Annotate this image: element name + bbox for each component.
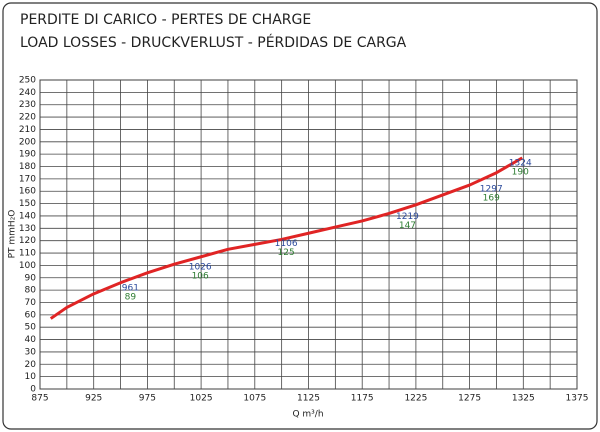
point-x-label: 1297 [480,185,503,195]
point-x-label: 961 [122,283,139,293]
x-tick-label: 1075 [243,394,266,404]
y-tick-label: 80 [25,286,37,296]
point-x-label: 1026 [189,262,212,272]
point-y-label: 169 [483,194,500,204]
point-x-label: 1106 [275,239,298,249]
x-tick-label: 1125 [297,394,320,404]
y-tick-label: 40 [25,335,37,345]
x-axis-label: Q m³/h [292,410,323,420]
y-tick-label: 150 [19,199,36,209]
y-tick-label: 170 [19,174,36,184]
point-y-label: 147 [399,221,416,231]
chart-title: PERDITE DI CARICO - PERTES DE CHARGE [20,12,311,28]
x-tick-label: 1375 [566,394,589,404]
y-tick-label: 240 [19,88,36,98]
x-tick-label: 1275 [458,394,481,404]
y-tick-label: 230 [19,100,36,110]
y-tick-label: 110 [19,249,36,259]
y-tick-label: 90 [25,273,37,283]
chart-subtitle: LOAD LOSSES - DRUCKVERLUST - PÉRDIDAS DE… [20,34,407,51]
y-tick-label: 100 [19,261,36,271]
y-tick-label: 190 [19,150,36,160]
x-tick-label: 875 [31,394,48,404]
y-tick-label: 160 [19,187,36,197]
y-tick-label: 20 [25,360,37,370]
y-tick-label: 30 [25,347,37,357]
y-tick-label: 220 [19,113,36,123]
y-tick-label: 50 [25,323,37,333]
y-tick-label: 0 [30,385,36,395]
x-tick-label: 1325 [512,394,535,404]
point-y-label: 125 [278,248,295,258]
y-tick-label: 140 [19,211,36,221]
y-tick-label: 70 [25,298,37,308]
point-y-label: 106 [192,271,209,281]
point-x-label: 1324 [509,159,532,169]
point-x-label: 1219 [396,212,419,222]
point-y-label: 190 [512,168,529,178]
y-tick-label: 210 [19,125,36,135]
y-tick-label: 200 [19,137,36,147]
y-tick-label: 120 [19,236,36,246]
x-tick-label: 925 [85,394,102,404]
x-tick-label: 975 [139,394,156,404]
x-tick-label: 1175 [351,394,374,404]
y-axis-label: PT mmH₂O [8,210,18,259]
y-tick-label: 130 [19,224,36,234]
curve [49,156,523,320]
point-y-label: 89 [125,292,137,302]
y-tick-label: 60 [25,310,37,320]
x-tick-label: 1025 [190,394,213,404]
y-tick-label: 10 [25,372,37,382]
y-tick-label: 250 [19,76,36,86]
y-tick-label: 180 [19,162,36,172]
x-tick-label: 1225 [404,394,427,404]
